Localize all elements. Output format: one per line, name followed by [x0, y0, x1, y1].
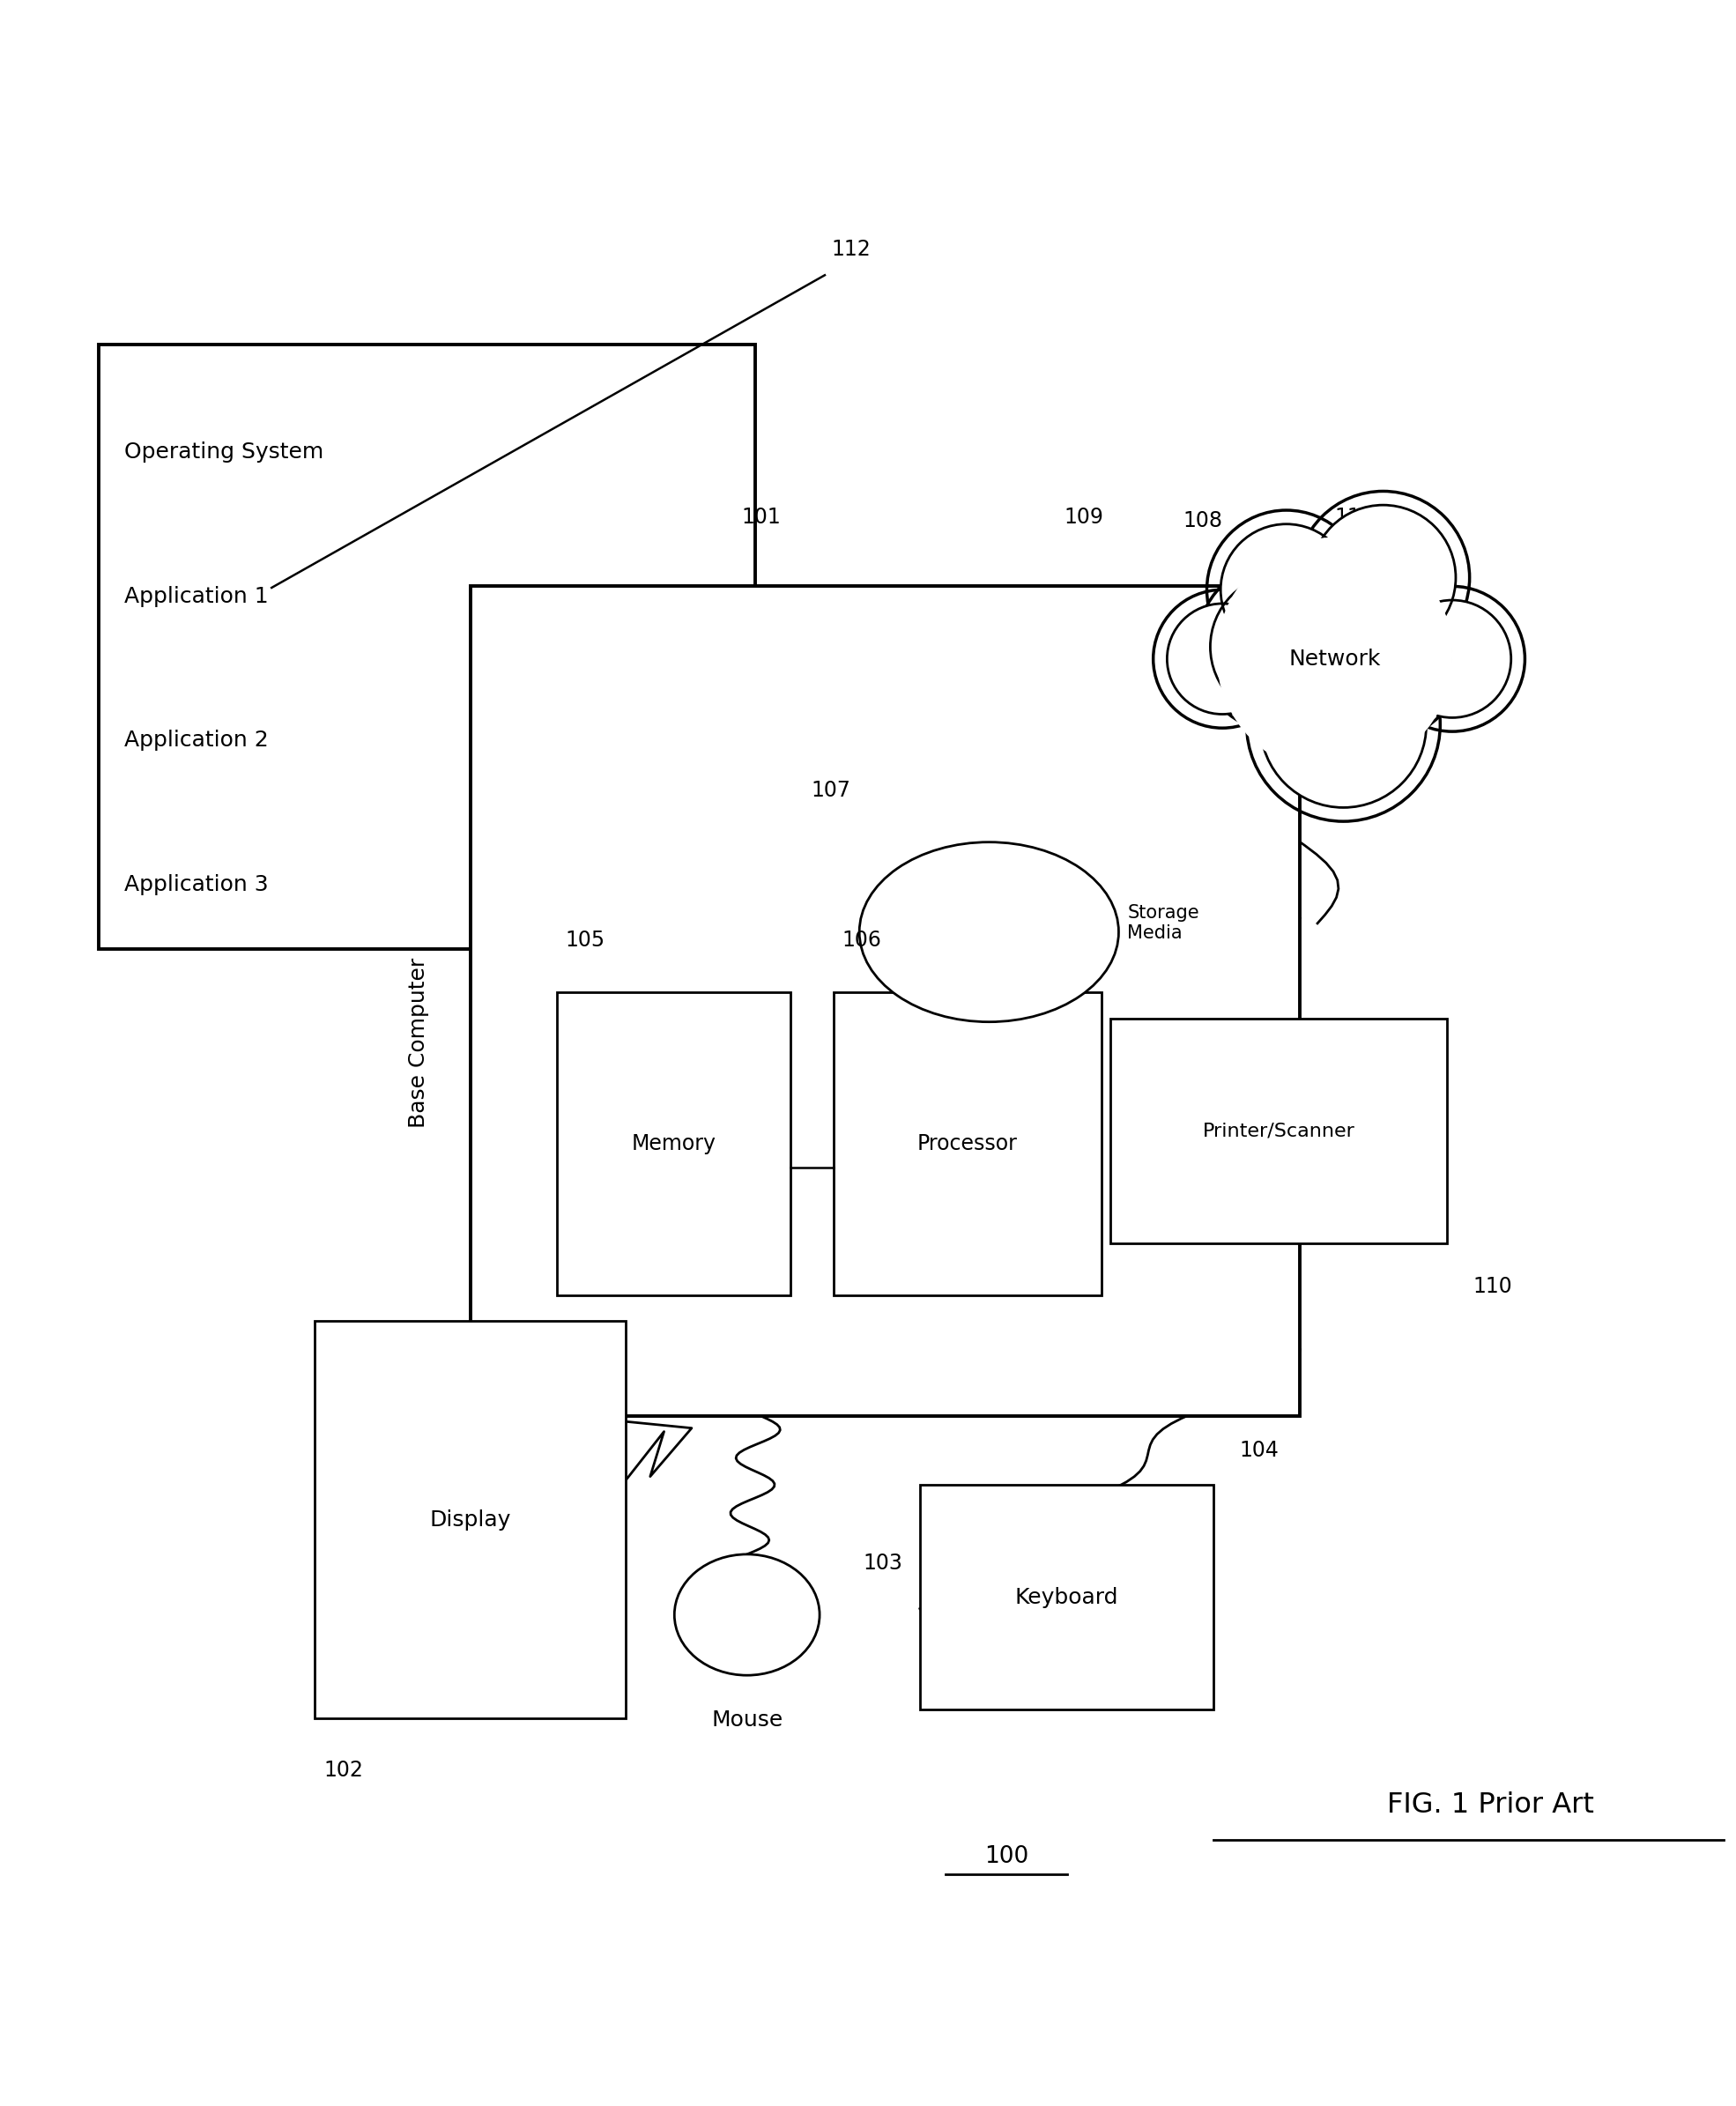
Bar: [833, 992, 1101, 1295]
Circle shape: [1167, 604, 1278, 714]
Circle shape: [1260, 642, 1427, 807]
Text: Application 1: Application 1: [125, 585, 269, 607]
Text: Network: Network: [1288, 649, 1380, 670]
Text: 103: 103: [863, 1552, 903, 1573]
Text: 105: 105: [566, 931, 606, 952]
Circle shape: [1305, 583, 1451, 729]
Text: Memory: Memory: [632, 1133, 715, 1154]
Text: 101: 101: [741, 508, 781, 529]
Circle shape: [1311, 505, 1457, 651]
Text: 102: 102: [323, 1761, 363, 1782]
Text: Keyboard: Keyboard: [1016, 1588, 1118, 1609]
Ellipse shape: [674, 1554, 819, 1674]
Text: Printer/Scanner: Printer/Scanner: [1203, 1122, 1354, 1139]
Circle shape: [1220, 524, 1352, 655]
Text: Mouse: Mouse: [712, 1710, 783, 1731]
Text: Display: Display: [431, 1510, 510, 1531]
Bar: [557, 992, 790, 1295]
Circle shape: [1260, 642, 1427, 807]
Text: Application 3: Application 3: [125, 874, 269, 895]
Bar: [99, 343, 755, 950]
Text: FIG. 1 Prior Art: FIG. 1 Prior Art: [1387, 1792, 1594, 1820]
Text: 108: 108: [1182, 510, 1222, 531]
Circle shape: [1394, 600, 1510, 718]
Circle shape: [1305, 583, 1451, 729]
Bar: [314, 1320, 627, 1718]
Text: Processor: Processor: [917, 1133, 1017, 1154]
Text: 109: 109: [1064, 508, 1104, 529]
Circle shape: [1217, 537, 1453, 773]
Circle shape: [1210, 575, 1356, 720]
Circle shape: [1311, 505, 1457, 651]
Text: 112: 112: [832, 238, 870, 259]
Circle shape: [1394, 600, 1510, 718]
Circle shape: [1167, 604, 1278, 714]
Bar: [920, 1485, 1213, 1710]
Text: Base Computer: Base Computer: [408, 958, 429, 1129]
Circle shape: [1210, 575, 1356, 720]
Text: Storage
Media: Storage Media: [1127, 903, 1200, 941]
Text: Application 2: Application 2: [125, 731, 269, 752]
Ellipse shape: [859, 842, 1118, 1021]
Text: 106: 106: [842, 931, 882, 952]
Text: 111: 111: [1335, 508, 1375, 529]
Circle shape: [1220, 524, 1352, 655]
Text: Operating System: Operating System: [125, 442, 325, 463]
Text: 107: 107: [811, 779, 851, 800]
Text: 110: 110: [1474, 1276, 1512, 1297]
Text: 100: 100: [984, 1845, 1028, 1868]
Bar: [470, 585, 1300, 1415]
Text: 104: 104: [1240, 1441, 1279, 1462]
Bar: [1109, 1019, 1448, 1243]
